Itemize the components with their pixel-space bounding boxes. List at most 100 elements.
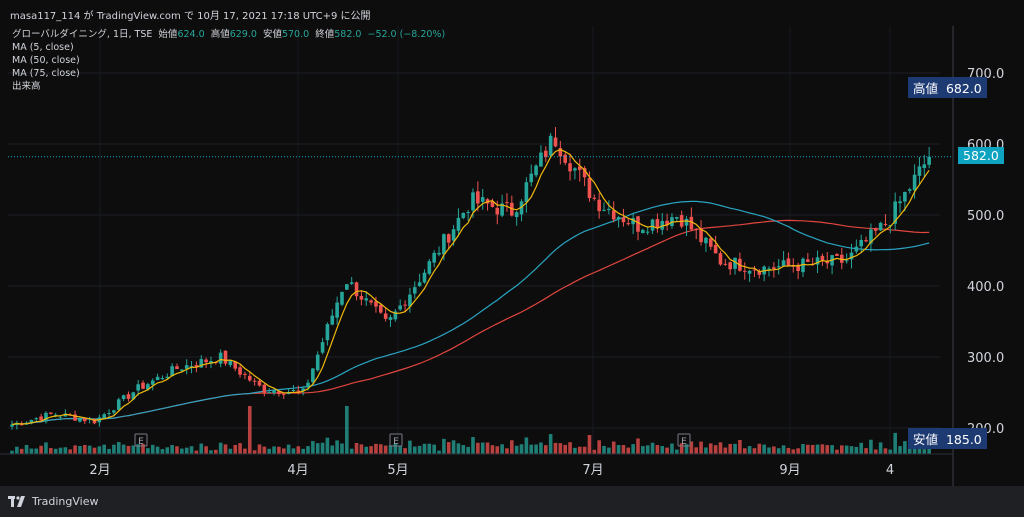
legend-ma75[interactable]: MA (75, close) bbox=[12, 68, 80, 79]
low-tag-label: 安値 bbox=[913, 432, 939, 447]
legend-volume[interactable]: 出来高 bbox=[12, 81, 41, 92]
volume-bar bbox=[218, 442, 223, 454]
volume-bar bbox=[461, 445, 466, 454]
legend-ma5[interactable]: MA (5, close) bbox=[12, 42, 74, 53]
volume-bar bbox=[607, 447, 611, 454]
candle-body bbox=[49, 412, 53, 414]
earnings-marker-box[interactable] bbox=[677, 433, 691, 447]
last-tag-value: 582.0 bbox=[963, 148, 999, 163]
candle-body bbox=[878, 222, 883, 231]
volume-bar bbox=[160, 449, 165, 454]
volume-bar bbox=[408, 440, 412, 454]
volume-bar bbox=[388, 445, 393, 454]
low-price-tag: 安値 185.0 bbox=[908, 428, 987, 449]
open-label: 始値 bbox=[158, 29, 178, 40]
volume-bar bbox=[34, 448, 39, 454]
candle-body bbox=[927, 156, 931, 165]
tradingview-logo[interactable]: TradingView bbox=[8, 495, 98, 508]
candle-body bbox=[645, 231, 650, 233]
candle-body bbox=[655, 219, 660, 228]
volume-bar bbox=[835, 449, 839, 454]
volume-bar bbox=[772, 446, 776, 454]
candle-body bbox=[636, 216, 640, 232]
candle-body bbox=[320, 342, 325, 353]
candle-body bbox=[107, 413, 111, 415]
candle-body bbox=[10, 424, 14, 427]
candle-body bbox=[568, 163, 572, 172]
volume-bar bbox=[524, 437, 529, 454]
volume-bar bbox=[679, 443, 684, 454]
candle-body bbox=[19, 424, 24, 426]
close-label: 終値 bbox=[315, 29, 335, 40]
time-axis[interactable]: 2月 4月 5月 7月 9月 4 bbox=[0, 453, 953, 478]
candle-body bbox=[694, 228, 699, 231]
volume-bar bbox=[442, 438, 446, 454]
candle-body bbox=[374, 301, 378, 307]
volume-bar bbox=[374, 443, 378, 454]
volume-bar bbox=[228, 448, 233, 454]
volume-bar bbox=[146, 448, 150, 454]
candle-body bbox=[859, 239, 864, 247]
candle-body bbox=[446, 234, 451, 243]
y-tick-label: 400.0 bbox=[967, 280, 1004, 295]
candle-body bbox=[180, 369, 184, 371]
candle-body bbox=[883, 223, 888, 225]
volume-bar bbox=[180, 448, 184, 454]
legend-ma50[interactable]: MA (50, close) bbox=[12, 55, 80, 66]
candle-body bbox=[252, 380, 257, 382]
volume-bar bbox=[723, 447, 728, 454]
volume-bar bbox=[844, 445, 849, 454]
candle-body bbox=[354, 282, 359, 297]
candle-body bbox=[631, 218, 635, 225]
candle-body bbox=[451, 229, 456, 241]
volume-bar bbox=[44, 442, 48, 454]
symbol-label[interactable]: グローバルダイニング, 1日, TSE bbox=[12, 29, 153, 40]
candle-body bbox=[840, 254, 844, 263]
volume-bar bbox=[485, 442, 490, 454]
candle-body bbox=[495, 207, 500, 215]
candle-body bbox=[505, 202, 509, 204]
volume-bar bbox=[713, 445, 718, 454]
volume-bar bbox=[466, 446, 470, 454]
candle-body bbox=[660, 220, 665, 230]
volume-bar bbox=[529, 444, 534, 454]
candle-body bbox=[820, 255, 825, 261]
candle-body bbox=[330, 315, 335, 325]
candle-body bbox=[165, 376, 170, 379]
candle-body bbox=[301, 388, 305, 392]
volume-bar bbox=[903, 441, 907, 454]
footer-bar: TradingView bbox=[0, 486, 1024, 517]
volume-bar bbox=[315, 443, 320, 454]
candle-body bbox=[238, 367, 242, 375]
candle-body bbox=[325, 324, 330, 341]
candle-body bbox=[379, 304, 383, 313]
earnings-marker-box[interactable] bbox=[389, 433, 403, 447]
volume-bar bbox=[335, 440, 339, 454]
candle-body bbox=[349, 282, 354, 284]
candle-body bbox=[742, 270, 747, 272]
volume-bar bbox=[345, 406, 349, 454]
volume-bar bbox=[170, 445, 174, 454]
volume-bar bbox=[752, 448, 757, 454]
candle-body bbox=[864, 240, 868, 242]
candle-body bbox=[369, 300, 373, 303]
candle-body bbox=[175, 366, 179, 370]
volume-bar bbox=[650, 442, 655, 454]
volume-bar bbox=[830, 445, 834, 454]
volume-bar bbox=[500, 444, 504, 454]
change-value: −52.0 (−8.20%) bbox=[367, 29, 446, 40]
earnings-marker-label: E bbox=[138, 437, 144, 447]
earnings-marker-box[interactable] bbox=[134, 433, 148, 447]
volume-bar bbox=[490, 445, 495, 454]
volume-bar bbox=[597, 440, 601, 454]
candle-body bbox=[194, 365, 199, 367]
high-label: 高値 bbox=[210, 29, 230, 40]
volume-bar bbox=[340, 443, 344, 454]
volume-bar bbox=[505, 448, 509, 454]
x-tick-label: 4 bbox=[886, 463, 894, 478]
volume-bar bbox=[325, 437, 330, 454]
ma50-line bbox=[11, 200, 930, 426]
candle-body bbox=[233, 361, 238, 369]
candle-body bbox=[684, 218, 689, 226]
